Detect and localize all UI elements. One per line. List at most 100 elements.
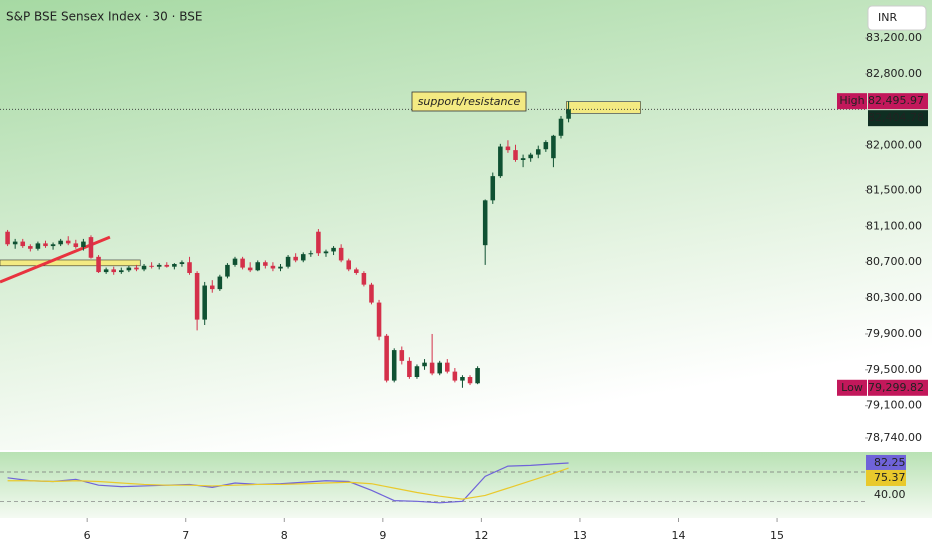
candle-body <box>217 276 223 290</box>
marker-value: 82,495.97 <box>868 94 924 107</box>
candle-body <box>172 264 177 267</box>
candle-body <box>240 258 245 268</box>
candle-body <box>126 267 132 271</box>
candle-body <box>566 109 571 119</box>
marker-name: Low <box>841 381 863 394</box>
candle-body <box>354 269 359 273</box>
time-axis <box>0 518 932 550</box>
candle-body <box>460 377 465 381</box>
candle-body <box>164 264 170 267</box>
zone <box>0 259 141 267</box>
candle-body <box>232 258 238 265</box>
candle-body <box>505 146 511 151</box>
candle-body <box>209 285 215 290</box>
candle-body <box>111 269 116 273</box>
y-tick-label: 81,500.00 <box>866 183 922 196</box>
candle-body <box>407 360 412 378</box>
candle-body <box>498 146 503 177</box>
annotation: support/resistance <box>418 95 521 108</box>
marker-value-badge <box>868 93 928 110</box>
candle-body <box>316 231 321 254</box>
candle-body <box>58 240 63 245</box>
indicator-tick-label: 40.00 <box>874 488 906 501</box>
candle-body <box>535 149 541 155</box>
candle-body <box>247 267 253 271</box>
candle-body <box>369 284 374 303</box>
y-tick-label: 79,100.00 <box>866 399 922 412</box>
candle-body <box>384 335 389 381</box>
last-price: 82,404.78 <box>868 111 924 124</box>
y-tick-label: 82,800.00 <box>866 67 922 80</box>
candle-body <box>73 243 79 247</box>
marker-value: 79,299.82 <box>868 381 924 394</box>
candle-body <box>429 362 435 374</box>
x-tick-label: 12 <box>474 529 488 542</box>
candle-body <box>399 350 405 361</box>
candle-body <box>202 285 207 320</box>
currency[interactable]: INR <box>878 11 897 24</box>
currency-button[interactable] <box>867 5 927 31</box>
candle-body <box>88 237 94 258</box>
candle-body <box>96 256 101 273</box>
candle-body <box>338 247 344 261</box>
candle-body <box>445 362 450 372</box>
candle-body <box>134 267 139 270</box>
candle-body <box>270 265 276 269</box>
indicator-badge <box>866 454 906 471</box>
candle-body <box>285 256 291 267</box>
candle-body <box>482 200 488 246</box>
candle-body <box>323 251 329 254</box>
x-tick-label: 9 <box>379 529 386 542</box>
candle-body <box>452 371 458 381</box>
x-tick-label: 7 <box>182 529 189 542</box>
x-tick-label: 8 <box>281 529 288 542</box>
candle-body <box>50 244 56 247</box>
candle-body <box>520 158 526 160</box>
annotation-box <box>411 91 527 112</box>
candle-body <box>300 254 306 261</box>
candle-body <box>376 302 382 337</box>
candle-body <box>149 265 154 267</box>
y-tick-label: 80,700.00 <box>866 255 922 268</box>
candle-body <box>255 262 261 271</box>
y-tick-label: 79,900.00 <box>866 327 922 340</box>
x-tick-label: 13 <box>573 529 587 542</box>
candle-body <box>528 154 533 159</box>
x-tick-label: 6 <box>84 529 91 542</box>
last-price-badge <box>868 110 928 127</box>
candle-body <box>391 350 397 381</box>
candle-body <box>141 265 147 270</box>
candle-body <box>361 272 367 285</box>
marker-value-badge <box>868 379 928 396</box>
candle-body <box>551 135 556 159</box>
indicator-value: 82.25 <box>874 456 906 469</box>
indicator-line <box>7 462 569 504</box>
candle-body <box>467 377 473 384</box>
candle-body <box>187 262 192 273</box>
candle-body <box>81 241 86 247</box>
candle-body <box>475 368 480 384</box>
candle-body <box>194 272 200 320</box>
x-tick-label: 14 <box>672 529 686 542</box>
candle-body <box>156 264 162 267</box>
candle-body <box>65 240 71 244</box>
candle-body <box>20 241 26 247</box>
y-tick-label: 78,740.00 <box>866 431 922 444</box>
candle-body <box>331 247 336 252</box>
chart-title: S&P BSE Sensex Index · 30 · BSE <box>6 10 202 24</box>
y-tick-label: 82,000.00 <box>866 139 922 152</box>
y-tick-label: 79,500.00 <box>866 363 922 376</box>
candle-body <box>346 260 352 270</box>
candle-body <box>308 253 314 255</box>
candle-body <box>5 231 10 245</box>
candle-body <box>43 243 48 247</box>
indicator-line <box>7 467 569 500</box>
candle-body <box>179 262 185 265</box>
candle-body <box>558 118 564 136</box>
candle-body <box>543 142 549 150</box>
indicator-badge <box>866 469 906 486</box>
candle-body <box>414 366 420 378</box>
zone <box>566 101 641 114</box>
